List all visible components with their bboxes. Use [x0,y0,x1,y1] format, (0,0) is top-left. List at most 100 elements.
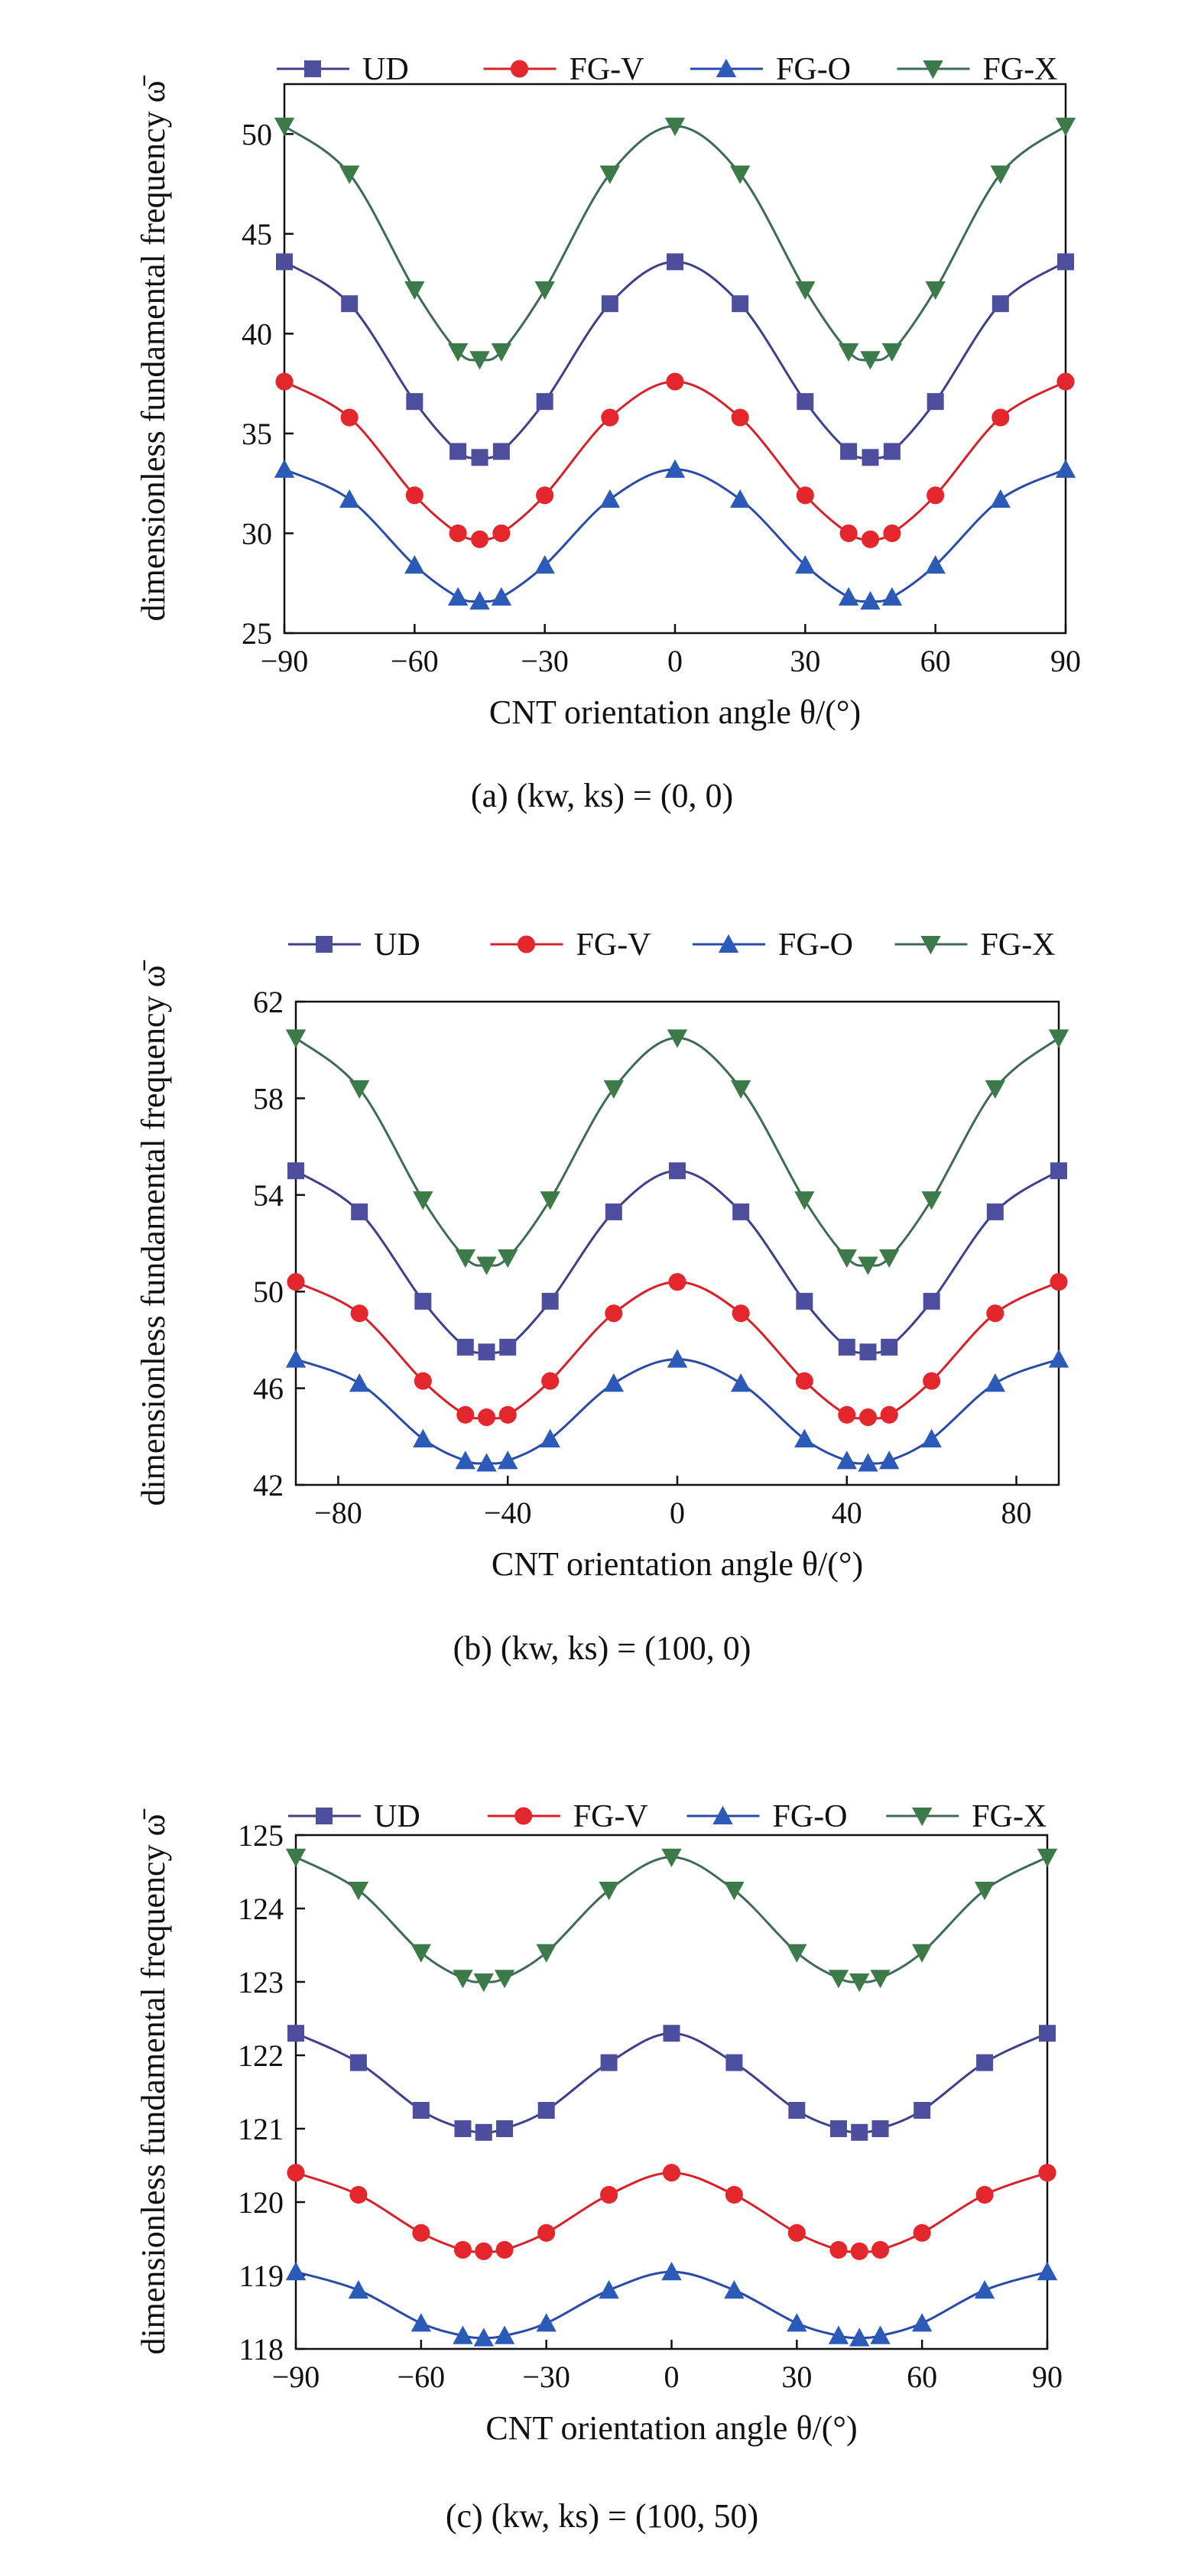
data-point [725,2054,743,2071]
data-point [667,253,683,271]
data-point [850,2242,868,2260]
legend-marker [316,1808,333,1824]
data-point [453,2325,473,2344]
data-point [725,2185,743,2204]
data-point [287,2164,305,2182]
y-tick-label: 54 [253,1178,284,1213]
data-point [499,1338,517,1356]
data-point [350,1304,368,1323]
plot-frame [294,1000,1060,1486]
x-tick-label: 0 [667,644,683,678]
legend-label: FG-V [570,52,644,87]
data-point [838,1338,855,1356]
legend-marker [718,934,739,953]
data-point [1037,1848,1058,1867]
data-point [667,1349,688,1368]
y-tick-label: 42 [253,1468,284,1502]
data-point [477,1408,496,1427]
data-point [498,1405,517,1424]
data-point [870,1970,891,1989]
data-point [923,1372,941,1390]
y-tick-label: 46 [253,1372,284,1406]
x-tick-label: −30 [522,2360,570,2394]
data-point [536,2313,557,2332]
data-point [537,2102,555,2119]
legend-item-fg-v: FG-V [490,927,651,963]
legend-marker [912,1808,933,1827]
x-tick-label: 30 [781,2360,812,2394]
data-point [599,2280,619,2299]
data-point [456,1405,475,1424]
x-tick-label: −60 [391,644,439,678]
data-point [797,393,814,411]
data-point [495,2240,514,2259]
data-point [449,443,467,460]
x-tick-label: 60 [907,2360,937,2394]
data-point [478,1343,495,1361]
data-point [881,1338,898,1356]
data-point [836,1450,857,1470]
data-point [471,449,488,466]
data-point [974,1882,995,1901]
data-point [605,1203,622,1220]
data-point [1055,459,1076,478]
data-point [339,165,360,184]
data-point [285,1029,307,1048]
data-point [274,459,295,478]
data-point [534,555,555,574]
series-line [295,1358,1060,1465]
data-point [927,486,945,505]
data-point [731,408,749,427]
data-point [603,1080,625,1099]
y-tick-label: 35 [242,417,272,451]
data-point [540,1191,560,1210]
data-point [858,1408,878,1427]
data-point [475,2242,493,2260]
data-point [795,281,816,300]
legend-label: FG-O [778,927,853,963]
data-point [991,408,1010,427]
data-point [794,1428,815,1447]
data-point [859,1343,877,1361]
data-point [1048,1349,1069,1368]
data-point [413,1428,433,1447]
chart-b-svg: −80 −40 0 40 80 42 46 50 54 58 62 CNT orientation a… [135,927,1069,1583]
chart-c-svg: −90 −60 −30 0 30 60 90 118 119 120 121 122 123 124 125… [135,1799,1063,2447]
data-point [475,2123,492,2141]
data-point [669,1162,686,1180]
data-point [449,524,467,543]
series-fg-o [285,2262,1058,2347]
data-point [927,393,944,411]
legend-item-ud: UD [277,52,409,87]
data-point [541,1372,560,1390]
x-tick-label: −60 [398,2360,446,2394]
data-point [455,1249,475,1269]
chart-a-caption: (a) (kw, ks) = (0, 0) [0,776,1204,815]
data-point [986,1304,1004,1323]
data-point [881,343,903,362]
data-point [974,2280,995,2299]
data-point [667,1029,688,1048]
data-point [913,2224,931,2242]
data-point [851,2123,868,2141]
data-point [469,351,490,370]
data-point [732,1203,750,1220]
data-point [492,443,510,460]
data-point [1055,117,1076,137]
chart-panel-c: −90 −60 −30 0 30 60 90 118 119 120 121 122 123 124 125… [0,1720,1204,2576]
data-point [732,295,749,313]
data-point [921,1191,942,1210]
legend-label: FG-X [981,927,1056,963]
data-point [404,555,425,574]
series-line [284,125,1066,362]
data-point [662,2164,681,2182]
legend-item-fg-x: FG-X [897,52,1058,87]
chart-panel-a: −90 −60 −30 0 30 60 90 25 30 35 40 45 50 CNT orientat… [0,0,1204,849]
x-axis-label: CNT orientation angle θ/(°) [485,2409,857,2447]
data-point [732,1304,750,1323]
data-point [599,165,621,184]
legend-marker [923,60,943,80]
data-point [405,486,424,505]
data-point [724,1882,745,1901]
data-point [599,1882,619,1901]
